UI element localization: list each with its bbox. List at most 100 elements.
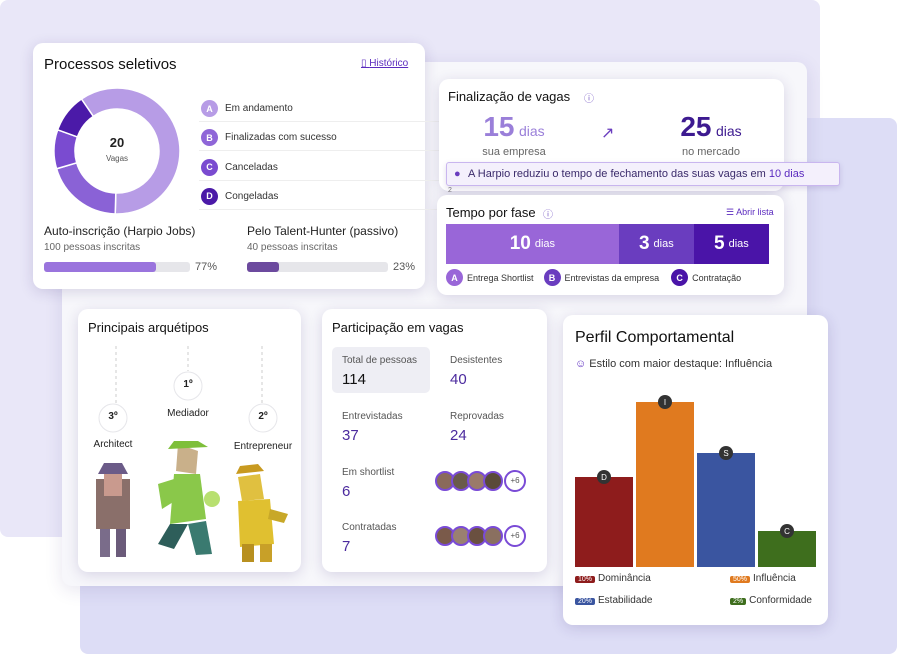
total-box bbox=[332, 347, 430, 393]
legend-label: Canceladas bbox=[225, 161, 278, 173]
legend-letter: B bbox=[201, 129, 218, 147]
perfil-title: Perfil Comportamental bbox=[575, 329, 735, 346]
history-icon: ▯ bbox=[361, 58, 370, 69]
arquetipos-card: Principais arquétipos bbox=[78, 309, 301, 572]
legend-label: Congeladas bbox=[225, 190, 279, 202]
label-mediador: Mediador bbox=[167, 408, 209, 419]
phase-legend-item: C Contratação bbox=[671, 269, 741, 286]
stray-text: 2 bbox=[448, 187, 452, 194]
participacao-title: Participação em vagas bbox=[332, 320, 464, 335]
legend-label: Em andamento bbox=[225, 103, 293, 114]
rank-entrepreneur: 2º bbox=[258, 411, 268, 422]
finalizacao-title: Finalização de vagas bbox=[448, 89, 571, 104]
auto-progress bbox=[44, 262, 190, 272]
disc-legend-item: 2% Conformidade bbox=[730, 595, 812, 606]
disc-legend-item: 20% Estabilidade bbox=[575, 595, 653, 606]
bar-label-bg bbox=[780, 524, 794, 538]
bar-label: S bbox=[723, 449, 728, 458]
info-icon[interactable]: ⓘ bbox=[543, 210, 553, 221]
phase-segment: 10 dias bbox=[446, 224, 619, 264]
phase-segment: 3 dias bbox=[618, 224, 694, 264]
participacao-card: Participação em vagas Total de pessoas 1… bbox=[322, 309, 547, 572]
talent-progress bbox=[247, 262, 388, 272]
bar-label: D bbox=[601, 473, 607, 482]
auto-title: Auto-inscrição (Harpio Jobs) bbox=[44, 224, 196, 238]
shortlist-avatars[interactable]: +6 bbox=[435, 470, 530, 494]
list-icon: ☰ bbox=[726, 207, 737, 217]
auto-pct: 77% bbox=[195, 261, 218, 273]
bar-label: C bbox=[784, 527, 790, 536]
more-count: +6 bbox=[504, 470, 526, 492]
donut-chart bbox=[53, 87, 181, 215]
bar-label-bg bbox=[719, 446, 733, 460]
architect-figure bbox=[96, 463, 130, 557]
empresa-label: sua empresa bbox=[482, 146, 546, 158]
processos-title: Processos seletivos bbox=[44, 56, 177, 73]
legend-item: D Congeladas bbox=[199, 184, 439, 210]
donut-slice bbox=[55, 161, 117, 215]
disc-bar bbox=[636, 402, 694, 567]
trend-icon: ↗ bbox=[601, 125, 615, 142]
legend-letter: D bbox=[201, 187, 218, 205]
phase-bar: 10 dias 3 dias 5 dias bbox=[446, 224, 769, 264]
historico-link[interactable]: ▯ Histórico bbox=[361, 58, 409, 69]
perfil-subtitle: ☺ Estilo com maior destaque: Influência bbox=[575, 358, 773, 370]
legend-item: B Finalizadas com sucesso bbox=[199, 125, 439, 152]
mercado-metric: 25 dias bbox=[680, 111, 742, 142]
donut-slice bbox=[80, 87, 181, 215]
tempo-title: Tempo por fase bbox=[446, 205, 536, 220]
contrat-label: Contratadas bbox=[342, 522, 397, 533]
desist-label: Desistentes bbox=[450, 355, 503, 366]
more-count: +6 bbox=[504, 525, 526, 547]
label-entrepreneur: Entrepreneur bbox=[233, 441, 293, 452]
donut-total: 20 bbox=[109, 135, 125, 150]
rank-mediador: 1º bbox=[183, 379, 193, 390]
disc-bar bbox=[697, 453, 755, 567]
disc-bar bbox=[575, 477, 633, 567]
bar-label-bg bbox=[658, 395, 672, 409]
arquetipos-title: Principais arquétipos bbox=[88, 320, 209, 335]
bar-label-bg bbox=[597, 470, 611, 484]
talent-title: Pelo Talent-Hunter (passivo) bbox=[247, 224, 399, 238]
short-value: 6 bbox=[342, 483, 351, 500]
donut-slice bbox=[56, 97, 95, 138]
disc-legend-item: 10% Dominância bbox=[575, 573, 651, 584]
desist-value: 40 bbox=[450, 371, 467, 388]
arquetipos-illustration bbox=[96, 346, 288, 562]
processos-card: Processos seletivos ▯ Histórico 20 Vagas… bbox=[33, 43, 439, 289]
phase-legend: A Entrega Shortlist B Entrevistas da empres… bbox=[446, 269, 776, 286]
contratadas-avatars[interactable]: +6 bbox=[435, 525, 530, 549]
auto-sub: 100 pessoas inscritas bbox=[44, 242, 141, 253]
talent-sub: 40 pessoas inscritas bbox=[247, 242, 338, 253]
phase-legend-item: A Entrega Shortlist bbox=[446, 269, 534, 286]
label-architect: Architect bbox=[93, 439, 133, 450]
entrev-label: Entrevistadas bbox=[342, 411, 403, 422]
entrepreneur-figure bbox=[236, 464, 288, 562]
reprov-value: 24 bbox=[450, 427, 467, 444]
info-icon[interactable]: ⓘ bbox=[584, 94, 594, 105]
short-label: Em shortlist bbox=[342, 467, 395, 478]
legend-label: Finalizadas com sucesso bbox=[225, 132, 337, 144]
contrat-value: 7 bbox=[342, 538, 351, 555]
entrev-value: 37 bbox=[342, 427, 359, 444]
disc-legend-item: 50% Influência bbox=[730, 573, 796, 584]
legend-letter: A bbox=[201, 100, 218, 117]
abrir-lista-link[interactable]: ☰ Abrir lista bbox=[726, 207, 774, 217]
legend-item: A Em andamento bbox=[199, 96, 439, 122]
empresa-metric: 15 dias bbox=[483, 111, 545, 142]
smile-icon: ☺ bbox=[575, 358, 590, 370]
mercado-label: no mercado bbox=[681, 146, 741, 158]
avatar bbox=[483, 471, 503, 491]
perfil-card: Perfil Comportamental ☺ Estilo com maior… bbox=[563, 315, 828, 625]
mediador-figure bbox=[158, 441, 220, 555]
tempo-card: Tempo por fase ⓘ ☰ Abrir lista 10 dias 3 di… bbox=[437, 195, 784, 295]
avatar bbox=[483, 526, 503, 546]
phase-legend-item: B Entrevistas da empresa bbox=[543, 269, 659, 286]
talent-pct: 23% bbox=[393, 261, 416, 273]
legend-letter: C bbox=[201, 158, 218, 176]
phase-segment: 5 dias bbox=[693, 224, 769, 264]
donut-total-label: Vagas bbox=[105, 154, 129, 163]
total-value: 114 bbox=[342, 371, 366, 388]
total-label: Total de pessoas bbox=[342, 355, 418, 366]
reprov-label: Reprovadas bbox=[450, 411, 504, 422]
